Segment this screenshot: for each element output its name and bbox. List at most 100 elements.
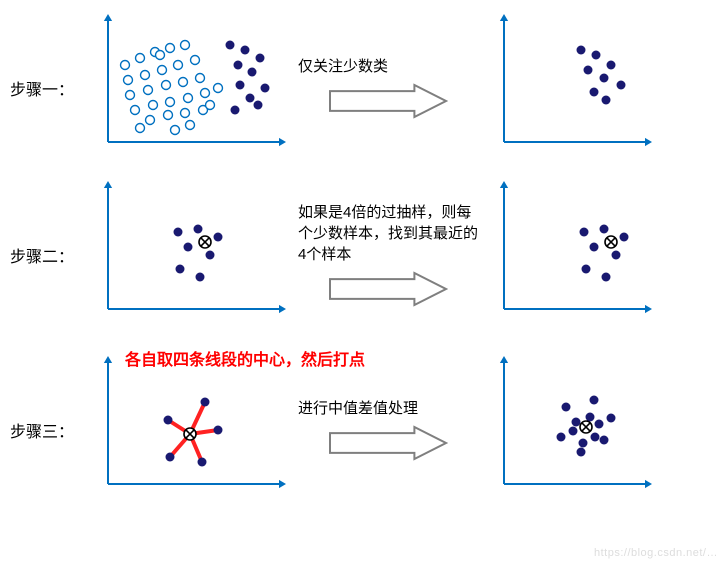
left-chart-step1 (90, 10, 290, 160)
hollow-dot (214, 84, 223, 93)
x-marker (184, 428, 196, 440)
red-annotation: 各自取四条线段的中心，然后打点 (125, 346, 365, 370)
left-chart-step2-wrap (90, 177, 290, 332)
solid-dot (600, 74, 609, 83)
hollow-dot (136, 124, 145, 133)
hollow-dot (181, 41, 190, 50)
solid-dot (584, 66, 593, 75)
solid-dot (600, 225, 609, 234)
solid-dot (579, 439, 588, 448)
hollow-dot (141, 71, 150, 80)
solid-dot (184, 243, 193, 252)
solid-dot (577, 448, 586, 457)
hollow-dot (206, 101, 215, 110)
hollow-dot (158, 66, 167, 75)
solid-dot (236, 81, 245, 90)
solid-dot (562, 403, 571, 412)
hollow-dot (179, 78, 188, 87)
solid-dot (248, 68, 257, 77)
x-marker (580, 421, 592, 433)
solid-dot (234, 61, 243, 70)
solid-dot (590, 396, 599, 405)
row-step2: 步骤二：如果是4倍的过抽样，则每个少数样本，找到其最近的4个样本 (10, 177, 716, 332)
right-chart-step1-wrap (486, 10, 656, 165)
axes (500, 181, 652, 313)
solid-dot (196, 273, 205, 282)
mid-text: 如果是4倍的过抽样，则每个少数样本，找到其最近的4个样本 (298, 202, 478, 265)
solid-dot (590, 88, 599, 97)
hollow-dot (136, 54, 145, 63)
right-chart-step2-wrap (486, 177, 656, 332)
solid-dot (586, 413, 595, 422)
right-chart-step3 (486, 352, 656, 502)
hollow-dot (174, 61, 183, 70)
solid-dot (231, 106, 240, 115)
mid-text: 仅关注少数类 (298, 56, 478, 77)
hollow-dot (121, 61, 130, 70)
x-marker (605, 236, 617, 248)
solid-dot (592, 51, 601, 60)
hollow-dot (181, 109, 190, 118)
solid-dot (602, 96, 611, 105)
left-chart-step3-wrap (90, 352, 290, 507)
hollow-dot (201, 89, 210, 98)
row-step1: 步骤一： 仅关注少数类 (10, 10, 716, 165)
solid-dot (254, 101, 263, 110)
hollow-dot (162, 81, 171, 90)
hollow-dot (144, 86, 153, 95)
step-label: 步骤三： (10, 418, 90, 442)
hollow-dot (166, 98, 175, 107)
solid-dot (595, 420, 604, 429)
solid-dot (201, 398, 210, 407)
block-arrow (328, 83, 448, 119)
solid-dot (194, 225, 203, 234)
axes (500, 14, 652, 146)
hollow-dot (156, 51, 165, 60)
hollow-dot (149, 101, 158, 110)
watermark: https://blog.csdn.net/… (594, 547, 718, 559)
solid-dot (214, 426, 223, 435)
hollow-dot (184, 94, 193, 103)
hollow-dot (164, 111, 173, 120)
solid-dot (241, 46, 250, 55)
solid-dot (600, 436, 609, 445)
hollow-dot (186, 121, 195, 130)
hollow-dot (191, 56, 200, 65)
right-chart-step2 (486, 177, 656, 327)
solid-dot (607, 414, 616, 423)
solid-dot (261, 84, 270, 93)
step-label: 步骤一： (10, 76, 90, 100)
hollow-dot (131, 106, 140, 115)
solid-dot (607, 61, 616, 70)
hollow-dot (146, 116, 155, 125)
mid-col: 如果是4倍的过抽样，则每个少数样本，找到其最近的4个样本 (298, 202, 478, 307)
block-arrow (328, 271, 448, 307)
left-chart-step3 (90, 352, 290, 502)
left-chart-step1-wrap (90, 10, 290, 165)
solid-dot (577, 46, 586, 55)
solid-dot (580, 228, 589, 237)
solid-dot (591, 433, 600, 442)
hollow-dot (124, 76, 133, 85)
mid-text: 进行中值差值处理 (298, 398, 478, 419)
solid-dot (256, 54, 265, 63)
solid-dot (226, 41, 235, 50)
solid-dot (176, 265, 185, 274)
solid-dot (214, 233, 223, 242)
solid-dot (166, 453, 175, 462)
solid-dot (198, 458, 207, 467)
x-marker (199, 236, 211, 248)
solid-dot (572, 418, 581, 427)
axes (104, 181, 286, 313)
row-step3: 步骤三：进行中值差值处理各自取四条线段的中心，然后打点 (10, 352, 716, 507)
solid-dot (590, 243, 599, 252)
solid-dot (174, 228, 183, 237)
block-arrow (328, 425, 448, 461)
solid-dot (617, 81, 626, 90)
hollow-dot (166, 44, 175, 53)
solid-dot (246, 94, 255, 103)
solid-dot (164, 416, 173, 425)
solid-dot (602, 273, 611, 282)
hollow-dot (171, 126, 180, 135)
solid-dot (612, 251, 621, 260)
